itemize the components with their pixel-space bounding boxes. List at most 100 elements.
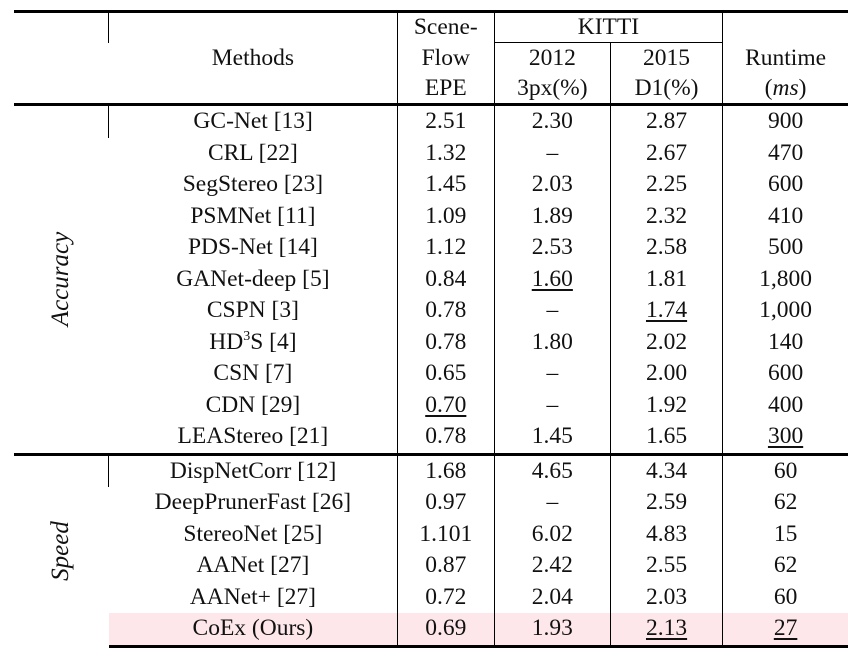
table-row: PSMNet [11] 1.09 1.89 2.32 410 [14, 200, 848, 232]
table-row: CSPN [3] 0.78 – 1.74 1,000 [14, 295, 848, 327]
k2015-cell: 2.00 [609, 358, 723, 390]
k2012-cell: – [493, 358, 611, 390]
table-row-highlight: CoEx (Ours) 0.69 1.93 2.13 27 [14, 613, 848, 648]
header-kitti-2012: 2012 [493, 42, 611, 74]
epe-cell: 1.32 [396, 137, 495, 169]
k2015-cell: 2.87 [609, 103, 723, 138]
epe-cell: 1.101 [396, 518, 495, 550]
table-row: StereoNet [25] 1.101 6.02 4.83 15 [14, 518, 848, 550]
epe-cell: 1.12 [396, 232, 495, 264]
table-row: HD3S [4] 0.78 1.80 2.02 140 [14, 326, 848, 358]
k2012-cell: 2.42 [493, 550, 611, 582]
group-accuracy: Accuracy [14, 103, 109, 454]
header-corner [14, 10, 109, 105]
paren-close: ) [798, 74, 807, 101]
header-3px: 3px(%) [493, 73, 611, 105]
runtime-cell: 60 [722, 581, 848, 613]
method-cell: GC-Net [13] [108, 103, 398, 138]
epe-cell: 0.87 [396, 550, 495, 582]
k2015-cell: 2.25 [609, 169, 723, 201]
results-table: Scene- KITTI Methods Flow 2012 2015 Runt… [14, 10, 848, 648]
k2015-cell: 2.32 [609, 200, 723, 232]
epe-value-second-best: 0.70 [425, 391, 467, 418]
k2012-cell-best: 1.45 [493, 421, 611, 454]
header-sceneflow-2: Flow [396, 42, 495, 74]
table-row: CDN [29] 0.70 – 1.92 400 [14, 389, 848, 421]
method-cell: StereoNet [25] [183, 520, 323, 547]
group-speed: Speed [14, 452, 109, 646]
runtime-value-ours: 27 [773, 615, 798, 642]
k2012-cell: – [493, 295, 611, 327]
header-blank-right [722, 10, 848, 43]
group-label-accuracy: Accuracy [47, 232, 75, 327]
runtime-cell: 500 [722, 232, 848, 264]
table-row: AANet [27] 0.87 2.42 2.55 62 [14, 550, 848, 582]
k2012-cell: – [493, 389, 611, 421]
k2012-cell: – [493, 137, 611, 169]
k2015-cell: 2.02 [609, 326, 723, 358]
runtime-cell: 1,800 [722, 263, 848, 295]
epe-cell: 1.09 [396, 200, 495, 232]
method-cell: AANet+ [27] [189, 583, 316, 610]
header-kitti-2015: 2015 [609, 42, 723, 74]
k2015-cell-best: 2.03 [609, 581, 723, 613]
method-cell-ours: CoEx (Ours) [108, 613, 398, 648]
runtime-cell: 62 [722, 487, 848, 519]
table-row: SegStereo [23] 1.45 2.03 2.25 600 [14, 169, 848, 201]
header-blank [108, 10, 398, 43]
k2012-cell: 2.30 [493, 103, 611, 138]
method-cell: DispNetCorr [12] [108, 452, 398, 487]
header-sceneflow-1: Scene- [396, 10, 495, 43]
k2015-cell: 2.55 [609, 550, 723, 582]
header-blank-3 [109, 74, 398, 105]
epe-cell: 2.51 [396, 103, 495, 138]
method-cell: LEAStereo [21] [177, 423, 329, 450]
k2012-cell: 2.04 [493, 581, 611, 613]
k2012-cell: 1.80 [493, 326, 611, 358]
table-row: CRL [22] 1.32 – 2.67 470 [14, 137, 848, 169]
method-cell: CSN [7] [213, 360, 293, 387]
header-row-3: EPE 3px(%) D1(%) (ms) [14, 73, 848, 105]
k2015-value-ours: 2.13 [645, 615, 688, 642]
header-d1: D1(%) [609, 73, 723, 105]
k2012-value-second-best: 1.60 [531, 265, 573, 292]
method-name-pre: HD [209, 328, 244, 355]
method-cell: CRL [22] [207, 139, 298, 166]
epe-cell: 0.97 [396, 487, 495, 519]
k2012-cell: 6.02 [493, 518, 611, 550]
k2012-cell: 1.89 [493, 200, 611, 232]
method-cell: SegStereo [23] [182, 171, 324, 198]
k2012-cell: 1.60 [493, 263, 611, 295]
k2015-value-second-best: 1.74 [645, 297, 688, 324]
epe-cell: 0.78 [396, 326, 495, 358]
header-runtime-unit: (ms) [722, 73, 848, 105]
epe-cell-ours: 0.69 [396, 613, 495, 648]
header-kitti: KITTI [493, 10, 723, 43]
k2015-cell: 1.74 [609, 295, 723, 327]
epe-cell: 1.45 [396, 169, 495, 201]
table-row: GANet-deep [5] 0.84 1.60 1.81 1,800 [14, 263, 848, 295]
k2015-cell-ours: 2.13 [609, 613, 723, 648]
epe-cell: 1.68 [396, 452, 495, 487]
method-cell: PSMNet [11] [190, 202, 316, 229]
k2015-cell: 1.81 [609, 263, 723, 295]
k2012-cell: 2.53 [493, 232, 611, 264]
header-runtime: Runtime [722, 42, 848, 74]
runtime-cell-best: 140 [722, 326, 848, 358]
header-row-2: Methods Flow 2012 2015 Runtime [14, 42, 848, 74]
runtime-unit: ms [772, 74, 799, 101]
runtime-cell: 1,000 [722, 295, 848, 327]
paren-open: ( [764, 74, 773, 101]
k2012-cell: 2.03 [493, 169, 611, 201]
method-cell: CSPN [3] [206, 297, 299, 324]
method-cell: PDS-Net [14] [187, 234, 318, 261]
k2015-cell: 4.83 [609, 518, 723, 550]
epe-cell-best: 0.65 [396, 358, 495, 390]
runtime-cell: 600 [722, 169, 848, 201]
k2015-cell: 2.67 [609, 137, 723, 169]
k2015-cell: 2.58 [609, 232, 723, 264]
runtime-cell: 410 [722, 200, 848, 232]
runtime-cell: 60 [722, 452, 848, 487]
k2015-cell: 1.92 [609, 389, 723, 421]
k2015-cell-best: 1.65 [609, 421, 723, 454]
